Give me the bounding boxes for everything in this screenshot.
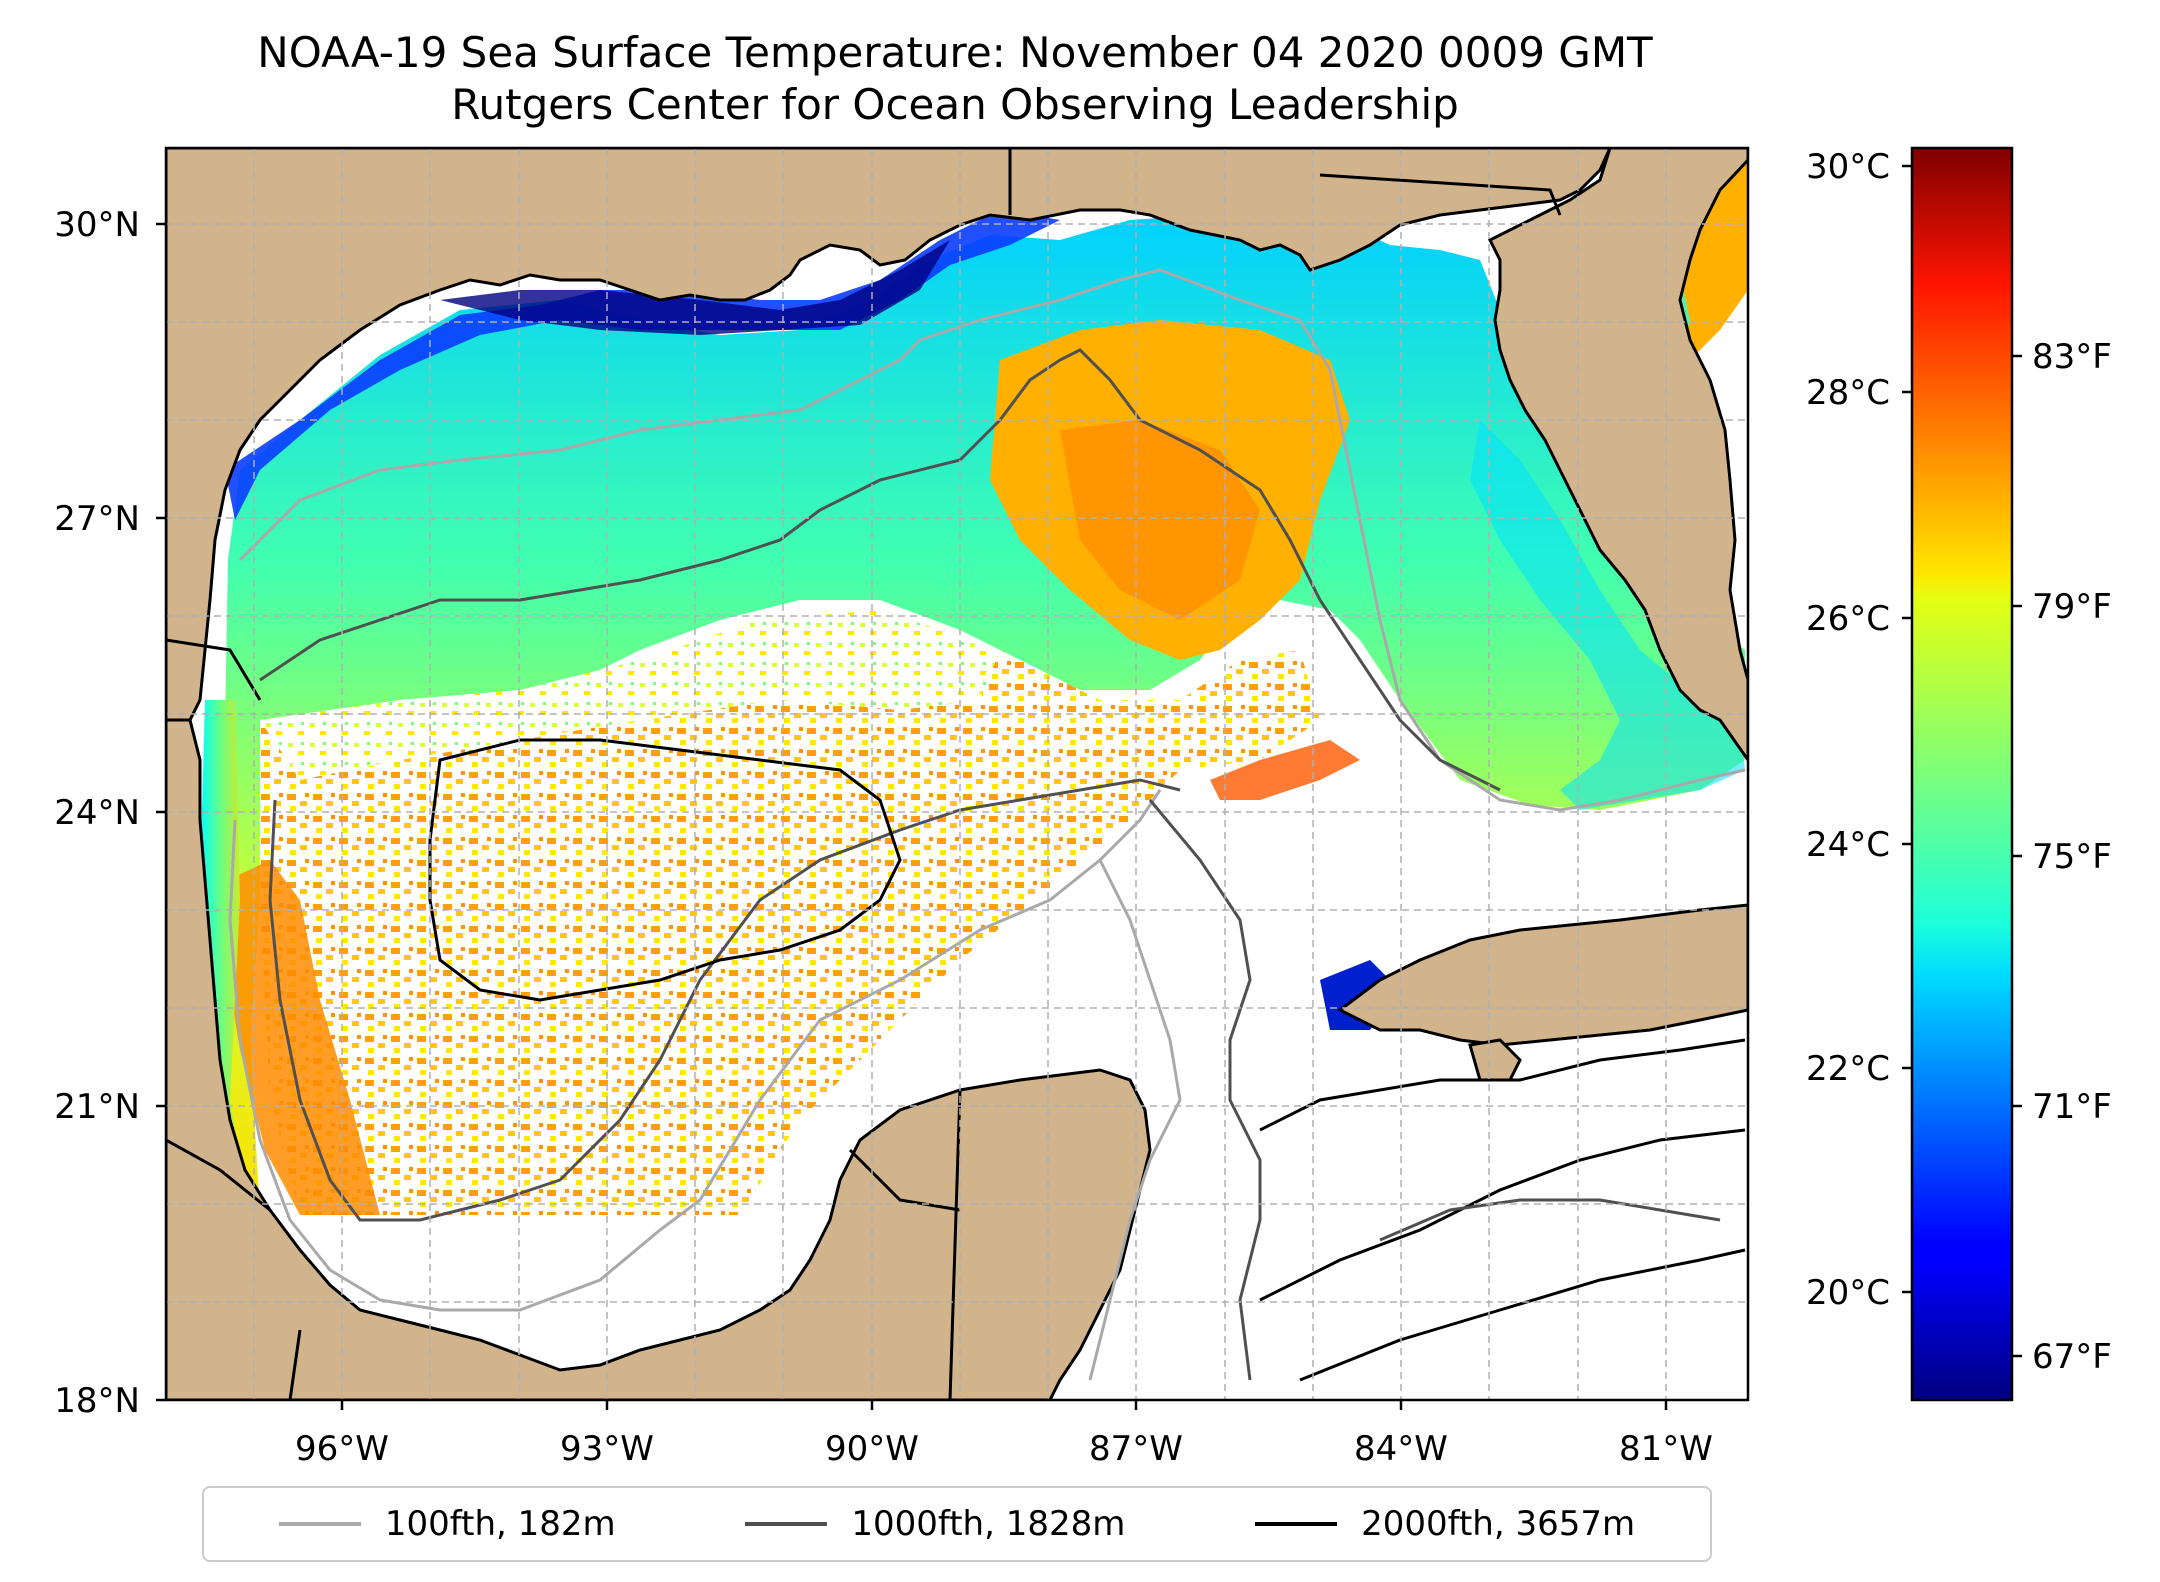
colorbar-c-30: 30°C <box>1806 147 1890 187</box>
land-florida <box>1487 148 1748 763</box>
colorbar-c-24: 24°C <box>1806 825 1890 865</box>
legend-item-2000fth: 2000fth, 3657m <box>1255 1504 1635 1544</box>
legend-label-100fth: 100fth, 182m <box>384 1504 616 1544</box>
chart-title: NOAA-19 Sea Surface Temperature: Novembe… <box>257 28 1653 77</box>
lon-label-96w: 96°W <box>295 1429 389 1469</box>
legend-item-1000fth: 1000fth, 1828m <box>745 1504 1125 1544</box>
legend-item-100fth: 100fth, 182m <box>278 1504 616 1544</box>
colorbar-c-20: 20°C <box>1806 1273 1890 1313</box>
legend-line-100fth <box>278 1522 361 1526</box>
colorbar-gradient <box>1910 146 2014 1402</box>
land-mexico <box>166 718 1152 1400</box>
legend-line-2000fth <box>1255 1522 1338 1526</box>
legend-line-1000fth <box>745 1522 828 1526</box>
latitude-labels: 18°N 21°N 24°N 27°N 30°N <box>54 205 140 1421</box>
map-frame <box>164 146 1750 1402</box>
colorbar-f-71: 71°F <box>2032 1087 2112 1127</box>
longitude-labels: 96°W 93°W 90°W 87°W 84°W 81°W <box>295 1429 1713 1469</box>
lat-label-30n: 30°N <box>54 205 140 245</box>
legend-label-2000fth: 2000fth, 3657m <box>1361 1504 1636 1544</box>
lat-label-27n: 27°N <box>54 499 140 539</box>
legend-label-1000fth: 1000fth, 1828m <box>851 1504 1126 1544</box>
colorbar-c-26: 26°C <box>1806 599 1890 639</box>
colorbar-f-83: 83°F <box>2032 337 2112 377</box>
map-area <box>166 148 1748 1400</box>
lon-label-81w: 81°W <box>1619 1429 1713 1469</box>
lon-label-90w: 90°W <box>825 1429 919 1469</box>
political-borders <box>166 148 1562 1400</box>
bathymetry-contours <box>228 268 1746 1382</box>
lat-label-18n: 18°N <box>54 1381 140 1421</box>
lat-label-21n: 21°N <box>54 1087 140 1127</box>
land-cuba <box>1337 903 1748 1047</box>
lon-label-87w: 87°W <box>1089 1429 1183 1469</box>
lon-label-84w: 84°W <box>1354 1429 1448 1469</box>
lat-label-24n: 24°N <box>54 793 140 833</box>
colorbar-f-79: 79°F <box>2032 587 2112 627</box>
colorbar-f-75: 75°F <box>2032 837 2112 877</box>
colorbar-f-67: 67°F <box>2032 1337 2112 1377</box>
contour-legend: 100fth, 182m 1000fth, 1828m 2000fth, 365… <box>202 1486 1712 1562</box>
colorbar-c-28: 28°C <box>1806 373 1890 413</box>
colorbar-c-22: 22°C <box>1806 1049 1890 1089</box>
lon-label-93w: 93°W <box>560 1429 654 1469</box>
land-us-gulf-coast <box>166 148 1612 722</box>
colorbar: 30°C 28°C 26°C 24°C 22°C 20°C 83°F 79°F … <box>1806 146 2112 1402</box>
chart-subtitle: Rutgers Center for Ocean Observing Leade… <box>451 80 1459 129</box>
axis-ticks <box>156 222 1668 1410</box>
grid-lines <box>166 148 1748 1400</box>
